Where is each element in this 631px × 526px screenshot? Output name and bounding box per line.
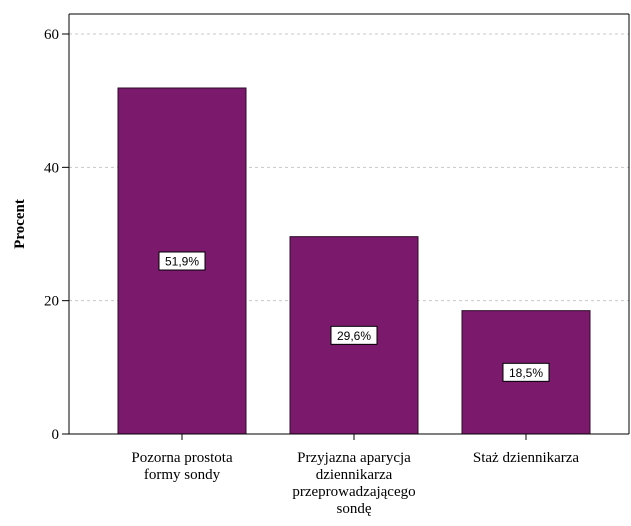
x-tick-label: Przyjazna aparycja dziennikarza przeprowad… (292, 450, 415, 517)
x-category-labels: Pozorna prostota formy sondy Przyjazna apa… (131, 434, 579, 517)
y-tick-label: 20 (44, 294, 59, 310)
y-axis-label: Procent (12, 199, 28, 249)
data-labels: 51,9% 29,6% 18,5% (158, 251, 550, 382)
data-label-box (158, 251, 206, 271)
x-tick-label: Pozorna prostota formy sondy (131, 450, 233, 483)
data-label-box (502, 362, 550, 382)
data-label: 18,5% (509, 366, 543, 380)
y-tick-label: 60 (44, 27, 59, 43)
data-label: 51,9% (165, 255, 199, 269)
x-tick-label: Staż dziennikarza (473, 450, 580, 466)
y-tick-label: 40 (44, 160, 59, 176)
y-ticks: 0 20 40 60 (44, 27, 69, 443)
data-label-box (330, 325, 378, 345)
data-label: 29,6% (337, 329, 371, 343)
y-tick-label: 0 (52, 427, 60, 443)
axes (68, 13, 630, 435)
